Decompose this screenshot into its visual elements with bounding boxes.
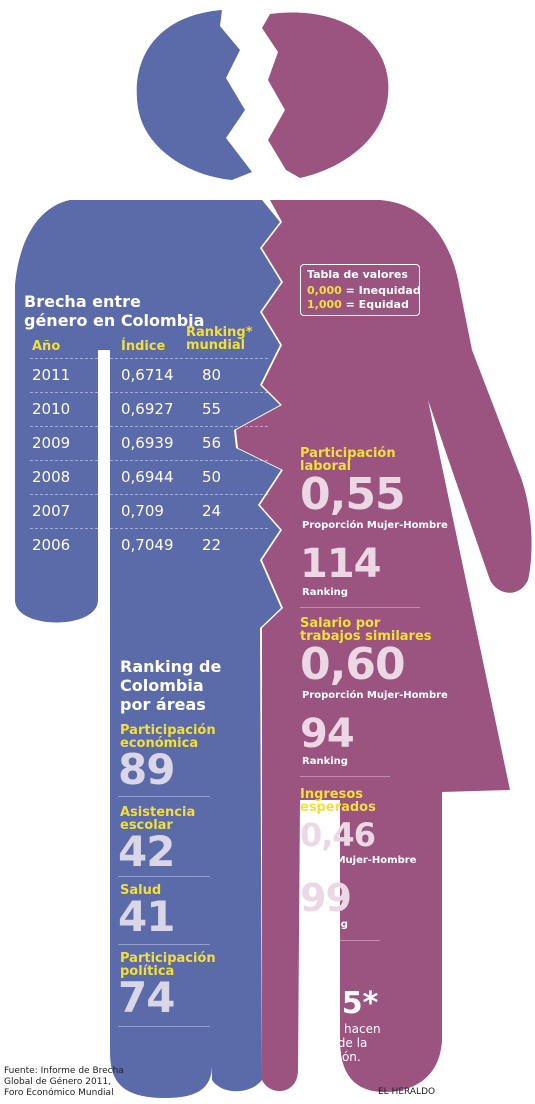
header-index: Índice: [121, 339, 166, 354]
legend-value-one: 1,000: [307, 298, 342, 311]
income-ratio-value: 0,46: [300, 816, 376, 854]
row-divider: [30, 528, 268, 529]
left-divider: [118, 876, 210, 877]
table-cell-index: 0,6939: [121, 434, 174, 452]
table-cell-index: 0,709: [121, 502, 164, 520]
income-ratio-label: Prop. Mujer-Hombre: [302, 855, 417, 866]
areas-title-line1: Ranking de: [120, 657, 222, 676]
salary-rank-value: 94: [300, 711, 355, 757]
left-divider: [118, 796, 210, 797]
area-heading-line1: Participación: [120, 723, 216, 738]
row-divider: [30, 494, 268, 495]
right-divider: [300, 607, 420, 608]
salary-heading: Salario por trabajos similares: [300, 617, 432, 643]
legend-row-equity: 1,000 = Equidad: [307, 298, 409, 311]
table-cell-year: 2010: [32, 400, 71, 418]
area-rank-economic: 89: [118, 745, 175, 794]
income-heading-line1: Ingresos: [300, 787, 364, 802]
salary-heading-line2: trabajos similares: [300, 629, 432, 644]
area-heading-line1: Participación: [120, 951, 216, 966]
salary-ratio-label: Proporción Mujer-Hombre: [302, 690, 448, 701]
legend-label-equity: = Equidad: [345, 298, 409, 311]
legend-title: Tabla de valores: [307, 268, 408, 281]
table-cell-year: 2006: [32, 536, 71, 554]
table-title-line1: Brecha entre: [24, 292, 141, 311]
area-heading-political: Participación política: [120, 952, 216, 978]
area-heading-line1: Asistencia: [120, 805, 196, 820]
areas-title: Ranking de Colombia por áreas: [120, 657, 221, 714]
income-rank-value: 99: [300, 876, 352, 920]
areas-title-line2: Colombia: [120, 676, 204, 695]
labor-heading: Participación laboral: [300, 447, 396, 473]
countries-note-line1: países hacen: [302, 1022, 381, 1036]
area-heading-economic: Participación económica: [120, 724, 216, 750]
legend-value-zero: 0,000: [307, 284, 342, 297]
legend-label-inequity: = Inequidad: [345, 284, 421, 297]
table-cell-year: 2008: [32, 468, 71, 486]
table-cell-index: 0,6944: [121, 468, 174, 486]
table-cell-year: 2009: [32, 434, 71, 452]
left-divider: [118, 1026, 210, 1027]
table-title-line2: género en Colombia: [24, 311, 205, 330]
row-divider: [30, 426, 268, 427]
countries-note-line2: parte de la: [302, 1036, 368, 1050]
source-line2: Global de Género 2011,: [4, 1077, 112, 1087]
area-heading-education: Asistencia escolar: [120, 806, 195, 832]
values-legend: Tabla de valores 0,000 = Inequidad 1,000…: [300, 264, 421, 316]
header-ranking-line2: mundial: [186, 338, 246, 353]
table-cell-rank: 55: [202, 400, 222, 418]
area-rank-education: 42: [118, 827, 175, 876]
header-year: Año: [32, 339, 61, 354]
area-heading-health: Salud: [120, 883, 162, 898]
area-heading-line2: económica: [120, 736, 199, 751]
area-heading-line2: escolar: [120, 818, 173, 833]
table-cell-rank: 56: [202, 434, 222, 452]
right-divider: [300, 776, 390, 777]
row-divider: [30, 460, 268, 461]
brand-label: EL HERALDO: [378, 1087, 436, 1097]
labor-heading-line1: Participación: [300, 446, 396, 461]
row-divider: [30, 358, 268, 359]
source-line1: Fuente: Informe de Brecha: [4, 1066, 124, 1076]
table-cell-year: 2007: [32, 502, 71, 520]
male-silhouette: [15, 10, 281, 1098]
salary-heading-line1: Salario por: [300, 616, 381, 631]
header-ranking: Ranking* mundial: [186, 326, 253, 352]
table-cell-rank: 50: [202, 468, 222, 486]
table-cell-index: 0,7049: [121, 536, 174, 554]
area-rank-political: 74: [118, 973, 175, 1022]
legend-row-inequity: 0,000 = Inequidad: [307, 284, 421, 297]
table-cell-year: 2011: [32, 366, 71, 384]
income-heading-line2: esperados: [300, 800, 376, 815]
area-heading-line2: política: [120, 964, 175, 979]
source-line3: Foro Económico Mundial: [4, 1088, 114, 1098]
labor-rank-label: Ranking: [302, 587, 348, 598]
labor-rank-value: 114: [300, 541, 381, 587]
countries-note-line3: medición.: [302, 1050, 361, 1064]
income-rank-label: Ranking: [302, 919, 348, 930]
labor-heading-line2: laboral: [300, 459, 352, 474]
labor-ratio-label: Proporción Mujer-Hombre: [302, 520, 448, 531]
salary-rank-label: Ranking: [302, 756, 348, 767]
table-cell-index: 0,6927: [121, 400, 174, 418]
salary-ratio-value: 0,60: [300, 639, 406, 690]
row-divider: [30, 392, 268, 393]
countries-count: 135*: [300, 986, 379, 1021]
labor-ratio-value: 0,55: [300, 469, 406, 520]
income-heading: Ingresos esperados: [300, 788, 376, 814]
countries-note: países hacen parte de la medición.: [302, 1022, 381, 1064]
table-cell-rank: 22: [202, 536, 222, 554]
left-divider: [118, 944, 210, 945]
table-cell-rank: 24: [202, 502, 222, 520]
source-note: Fuente: Informe de Brecha Global de Géne…: [4, 1066, 124, 1099]
right-divider: [300, 940, 380, 941]
table-title: Brecha entre género en Colombia: [24, 292, 204, 330]
table-cell-index: 0,6714: [121, 366, 174, 384]
area-rank-health: 41: [118, 892, 175, 941]
female-silhouette: [236, 12, 532, 1092]
table-cell-rank: 80: [202, 366, 222, 384]
areas-title-line3: por áreas: [120, 695, 206, 714]
header-ranking-line1: Ranking*: [186, 325, 253, 340]
